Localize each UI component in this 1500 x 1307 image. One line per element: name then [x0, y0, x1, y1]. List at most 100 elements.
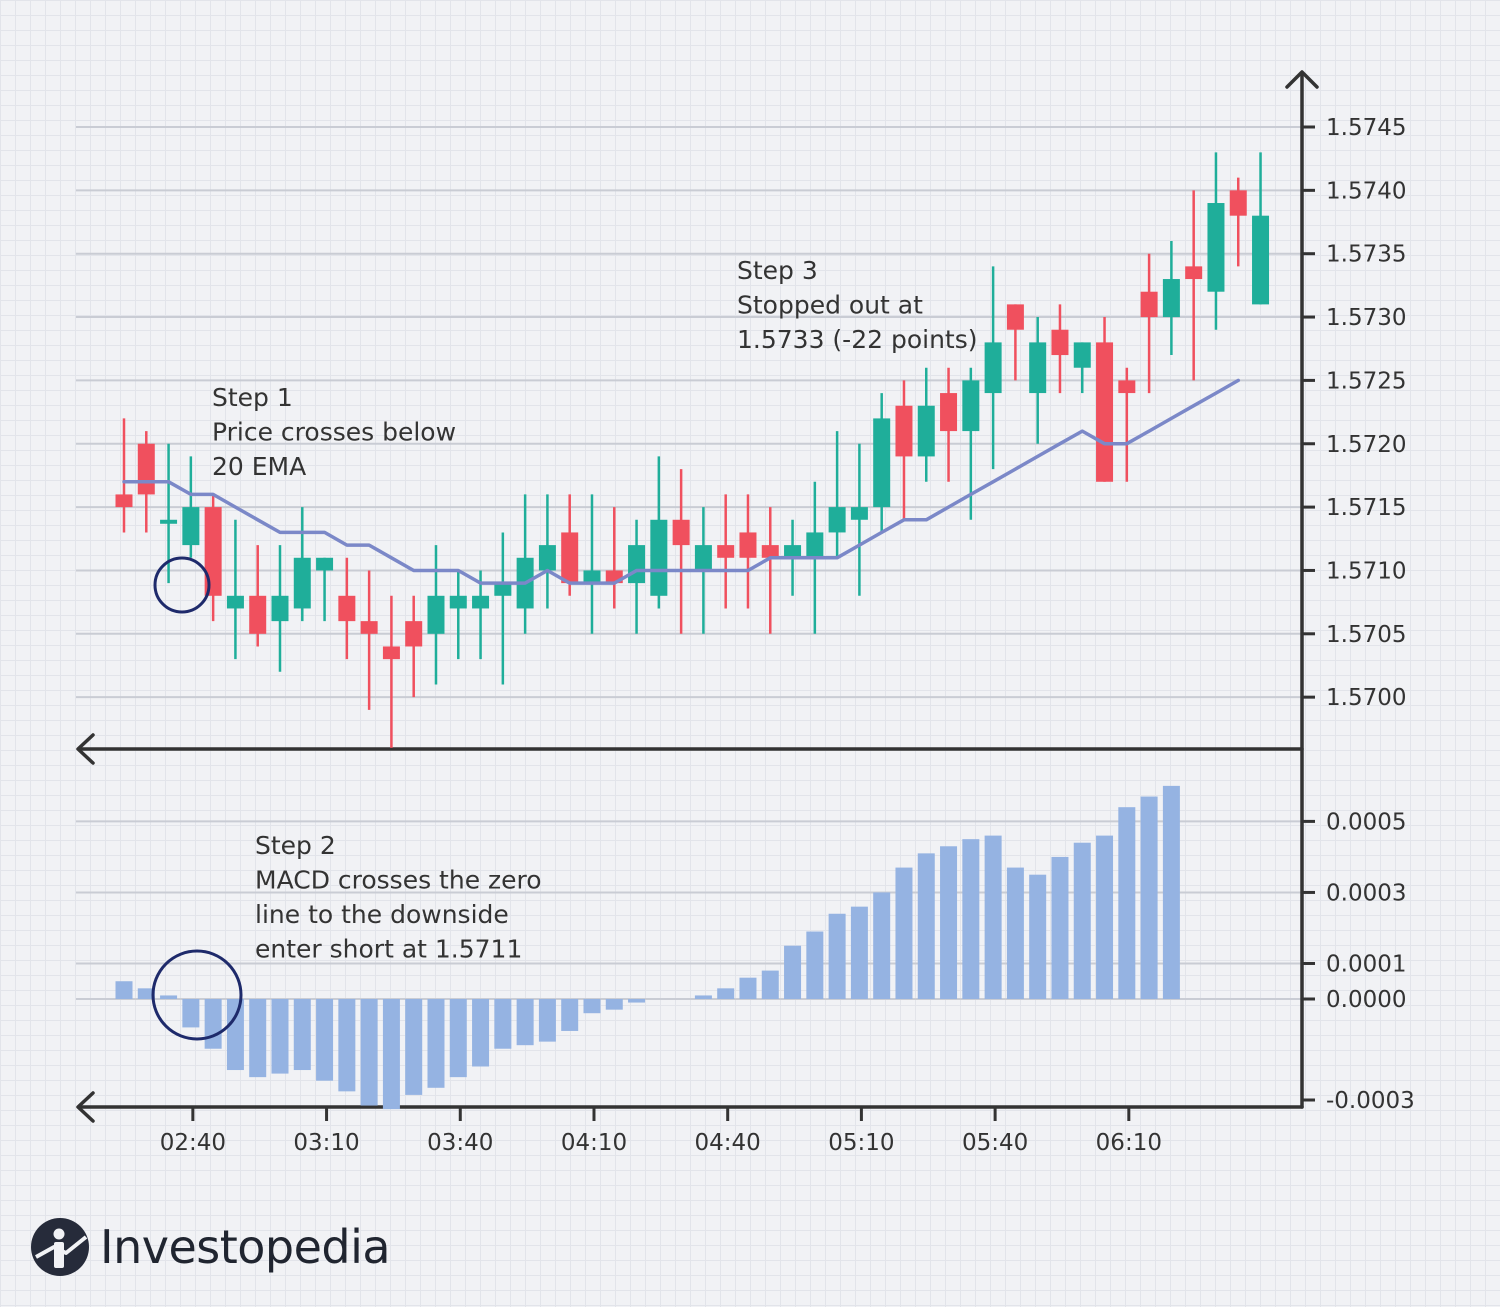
price-tick-label: 1.5740	[1326, 178, 1406, 204]
candle-body	[672, 519, 690, 546]
candle-body	[806, 532, 824, 558]
macd-tick-label: 0.0003	[1326, 880, 1406, 906]
macd-bar	[338, 999, 356, 1092]
macd-bar	[561, 999, 579, 1031]
candle-down	[1185, 190, 1203, 381]
candle-body	[583, 570, 601, 584]
candle-down	[940, 367, 958, 482]
macd-bar	[850, 906, 868, 999]
annotation-step-2: Step 2 MACD crosses the zero line to the…	[255, 831, 550, 964]
candle-up	[917, 367, 935, 482]
candle-up	[628, 519, 646, 634]
macd-bar	[917, 853, 935, 999]
candle-body	[694, 545, 712, 571]
time-axis-ticks: 02:40 03:10 03:40 04:10 04:40 05:10 05:40 06:10	[160, 1107, 1162, 1156]
time-tick-label: 04:10	[561, 1130, 627, 1156]
axes	[76, 70, 1319, 1123]
price-gridlines	[76, 126, 1302, 699]
candle-down	[405, 595, 423, 698]
price-tick-label: 1.5745	[1326, 115, 1406, 141]
candle-body	[1185, 266, 1203, 280]
candle-up	[271, 545, 289, 672]
candle-up	[828, 431, 846, 558]
macd-bar	[204, 999, 222, 1049]
candle-body	[873, 418, 891, 508]
candle-up	[873, 393, 891, 533]
candle-up	[1073, 342, 1091, 394]
annotation-step-2-line: enter short at 1.5711	[255, 935, 522, 964]
candle-down	[382, 595, 400, 748]
macd-bar	[1051, 856, 1069, 999]
candle-down	[115, 418, 133, 533]
candle-body	[1096, 342, 1114, 482]
candle-body	[561, 532, 579, 584]
macd-histogram	[115, 785, 1180, 1110]
candle-body	[1051, 329, 1069, 356]
candle-down	[338, 557, 356, 660]
candle-body	[427, 595, 445, 634]
price-tick-label: 1.5730	[1326, 305, 1406, 331]
candle-up	[226, 519, 244, 660]
macd-bar	[628, 999, 646, 1003]
brand-logo: Investopedia	[30, 1212, 391, 1282]
candle-body	[1229, 190, 1247, 216]
candle-up	[293, 507, 311, 622]
candle-down	[1051, 304, 1069, 394]
candle-down	[360, 570, 378, 710]
macd-bar	[717, 988, 735, 999]
macd-bar	[382, 999, 400, 1110]
macd-bar	[895, 867, 913, 999]
candle-body	[717, 545, 735, 558]
candle-down	[561, 494, 579, 596]
macd-x-axis-arrow-left-icon	[76, 1091, 95, 1123]
macd-bar	[137, 988, 155, 999]
candle-body	[1207, 203, 1225, 292]
candle-down	[717, 494, 735, 609]
candle-body	[895, 405, 913, 457]
macd-tick-label: 0.0001	[1326, 951, 1406, 977]
candle-up	[1252, 152, 1270, 305]
candle-body	[962, 380, 980, 432]
candle-body	[137, 443, 155, 495]
macd-bar	[1118, 807, 1136, 999]
candle-body	[1252, 215, 1270, 305]
candle-up	[427, 545, 445, 685]
macd-axis-ticks: 0.0005 0.0003 0.0001 0.0000 -0.0003	[1302, 809, 1415, 1114]
candle-down	[1118, 367, 1136, 482]
candle-body	[1118, 380, 1136, 394]
candle-down	[761, 507, 779, 634]
time-tick-label: 05:10	[828, 1130, 894, 1156]
macd-tick-label: -0.0003	[1326, 1088, 1415, 1114]
macd-bar	[806, 931, 824, 999]
macd-bar	[962, 839, 980, 999]
candle-body	[115, 494, 133, 508]
candle-up	[850, 443, 868, 596]
annotation-step-2-line: Step 2	[255, 831, 336, 860]
price-tick-label: 1.5700	[1326, 685, 1406, 711]
candle-down	[1229, 177, 1247, 267]
macd-tick-label: 0.0005	[1326, 809, 1406, 835]
candle-body	[628, 545, 646, 584]
candle-body	[917, 405, 935, 457]
macd-bar	[873, 892, 891, 999]
macd-bar	[293, 999, 311, 1071]
macd-bar	[427, 999, 445, 1088]
macd-bar	[538, 999, 556, 1042]
crossover-circle-price	[153, 556, 211, 614]
annotation-step-1-line: Step 1	[212, 383, 293, 412]
candle-down	[605, 507, 623, 609]
candle-body	[338, 595, 356, 622]
candle-body	[449, 595, 467, 609]
macd-bar	[1073, 842, 1091, 999]
candle-body	[650, 519, 668, 596]
candle-body	[940, 393, 958, 432]
candle-body	[405, 621, 423, 647]
candle-body	[1006, 304, 1024, 330]
candle-body	[249, 595, 267, 634]
brand-name: Investopedia	[100, 1220, 391, 1274]
macd-bar	[271, 999, 289, 1074]
candle-body	[494, 583, 512, 596]
candle-body	[1073, 342, 1091, 368]
candlestick-series	[115, 152, 1270, 748]
